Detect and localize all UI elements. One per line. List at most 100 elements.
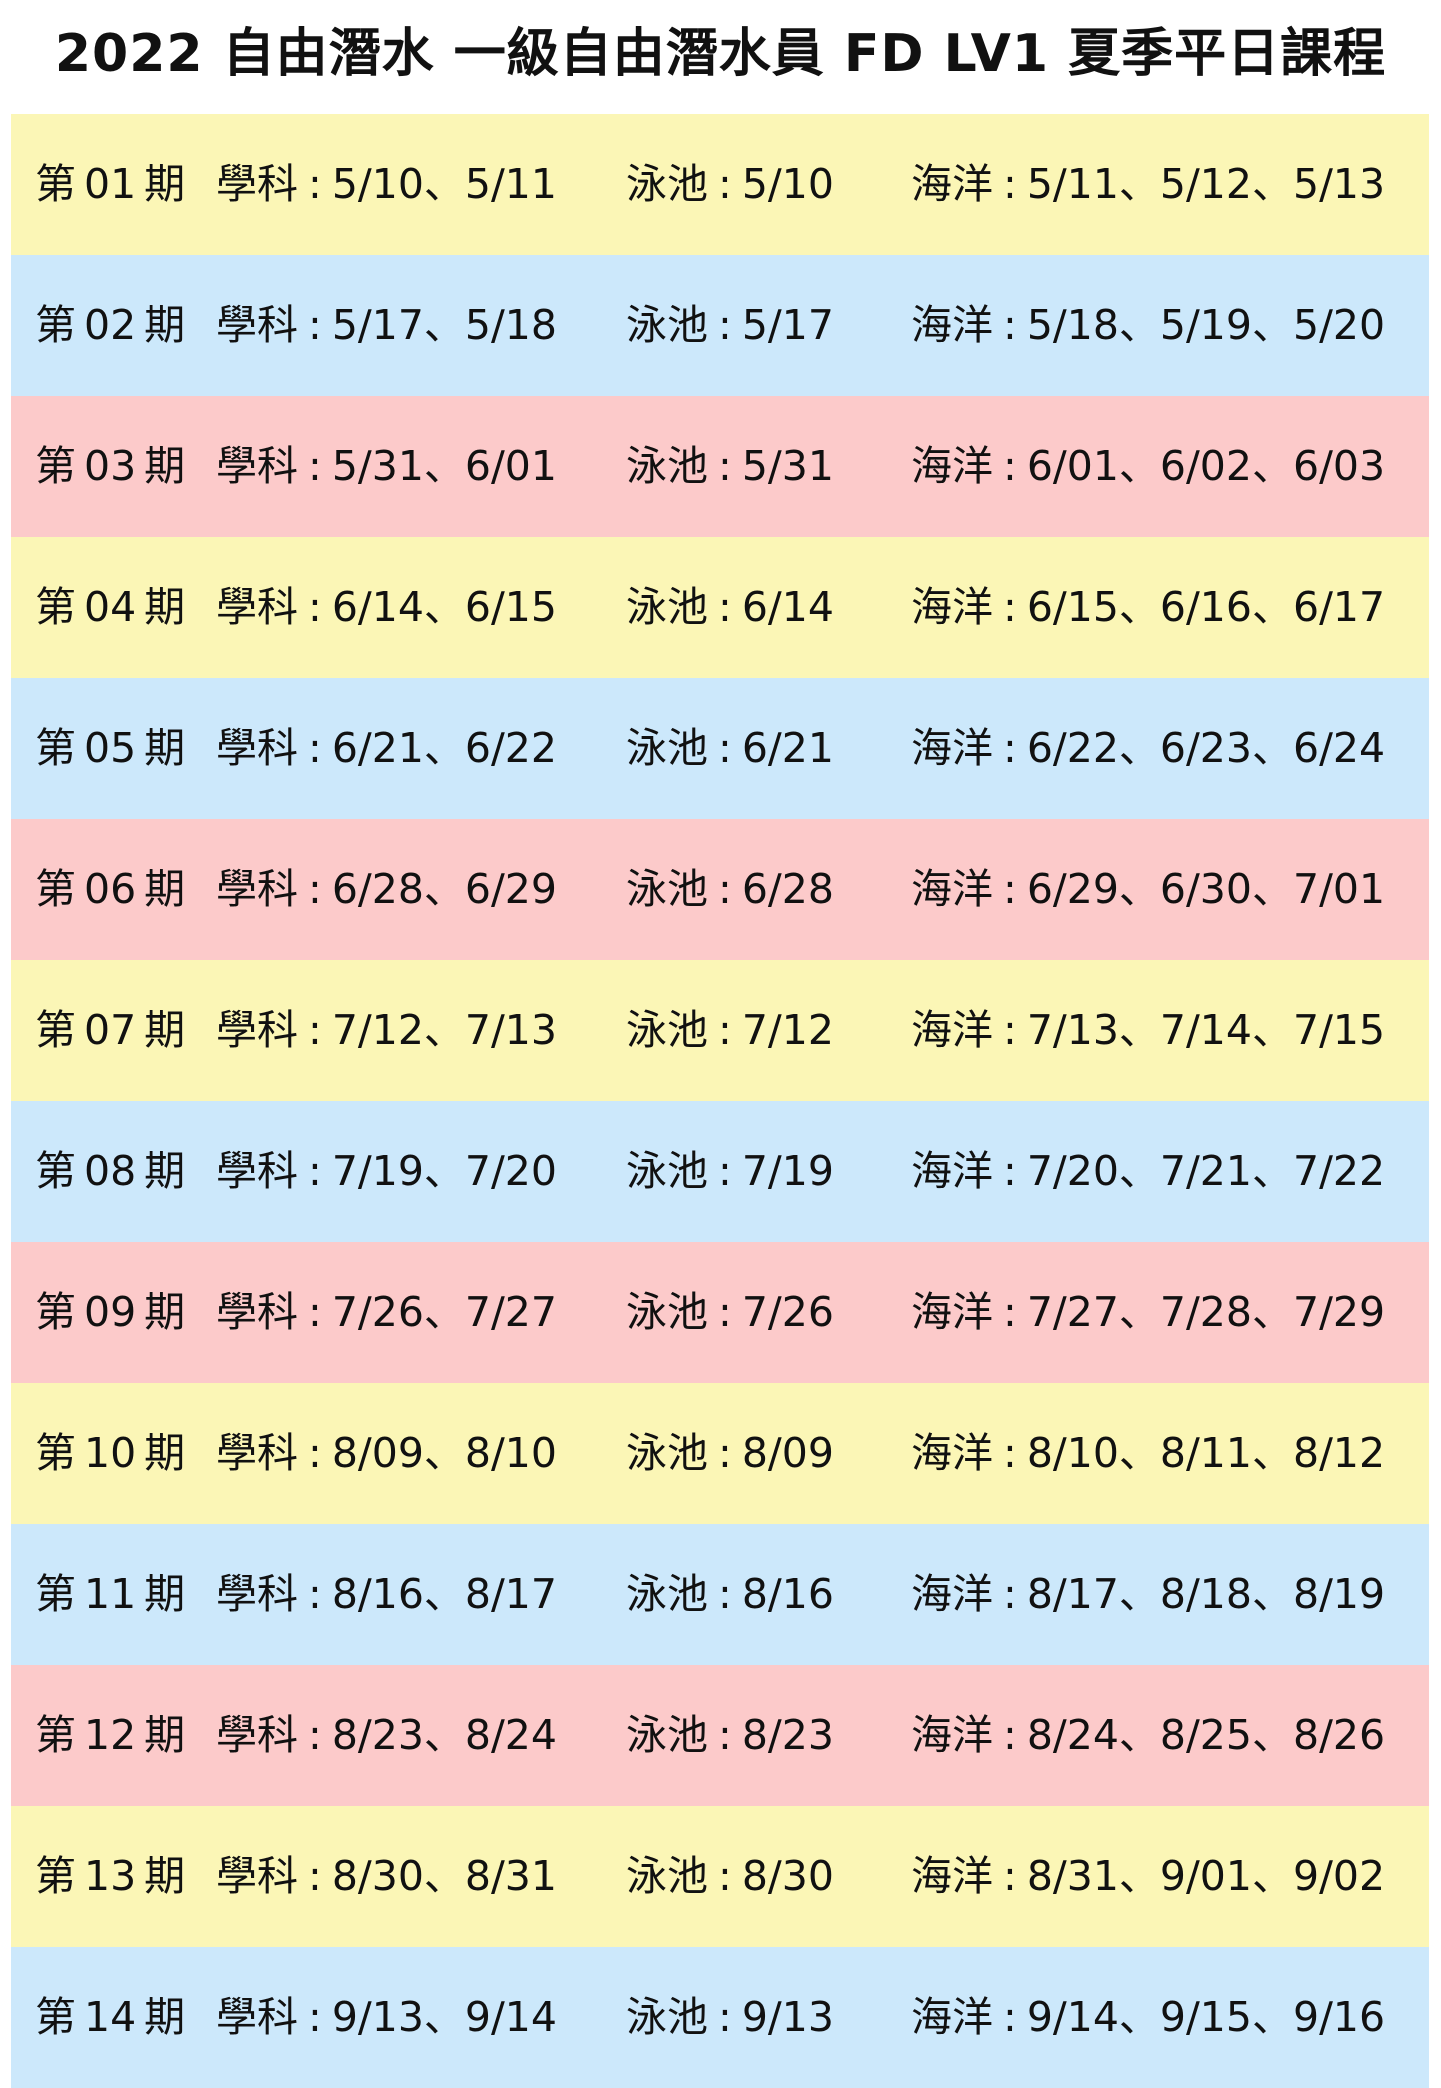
- date-separator: 、: [1251, 1006, 1293, 1054]
- period-cell: 第 14 期: [35, 1947, 185, 2088]
- period-prefix: 第: [35, 1852, 76, 1900]
- date-separator: 、: [423, 1288, 465, 1336]
- ocean-cell: 海洋:6/15、6/16、6/17: [911, 537, 1385, 678]
- period-suffix: 期: [144, 1147, 186, 1195]
- theory-cell: 學科:6/28、6/29: [216, 819, 557, 960]
- period-cell: 第 06 期: [35, 819, 185, 960]
- theory-date: 6/29: [464, 865, 557, 913]
- ocean-date: 7/21: [1159, 1147, 1252, 1195]
- pool-label: 泳池: [626, 160, 708, 208]
- ocean-date: 8/17: [1026, 1570, 1119, 1618]
- pool-date: 8/09: [741, 1429, 834, 1477]
- period-suffix: 期: [144, 1852, 186, 1900]
- ocean-date: 7/13: [1026, 1006, 1119, 1054]
- ocean-cell: 海洋:8/17、8/18、8/19: [911, 1524, 1385, 1665]
- colon: :: [718, 1993, 732, 2041]
- ocean-date: 8/24: [1026, 1711, 1119, 1759]
- pool-label: 泳池: [626, 1288, 708, 1336]
- theory-label: 學科: [216, 1147, 298, 1195]
- ocean-date: 5/12: [1159, 160, 1252, 208]
- ocean-cell: 海洋:7/13、7/14、7/15: [911, 960, 1385, 1101]
- date-separator: 、: [1118, 442, 1160, 490]
- pool-date: 6/21: [741, 724, 834, 772]
- date-separator: 、: [1118, 1711, 1160, 1759]
- ocean-label: 海洋: [911, 583, 993, 631]
- theory-cell: 學科:6/14、6/15: [216, 537, 557, 678]
- pool-date: 7/19: [741, 1147, 834, 1195]
- pool-cell: 泳池:6/28: [626, 819, 834, 960]
- ocean-date: 8/12: [1292, 1429, 1386, 1477]
- ocean-label: 海洋: [911, 1852, 993, 1900]
- pool-label: 泳池: [626, 1711, 708, 1759]
- period-cell: 第 03 期: [35, 396, 185, 537]
- schedule-row: 第 05 期學科:6/21、6/22 泳池:6/21 海洋:6/22、6/23、6/24: [11, 678, 1429, 819]
- pool-label: 泳池: [626, 583, 708, 631]
- period-number: 07: [84, 1006, 137, 1054]
- pool-label: 泳池: [626, 1429, 708, 1477]
- ocean-date: 6/22: [1026, 724, 1119, 772]
- theory-date: 5/11: [464, 160, 557, 208]
- ocean-cell: 海洋:5/11、5/12、5/13: [911, 114, 1385, 255]
- theory-date: 8/31: [464, 1852, 557, 1900]
- date-separator: 、: [1251, 1570, 1293, 1618]
- ocean-date: 6/02: [1159, 442, 1252, 490]
- period-number: 08: [84, 1147, 137, 1195]
- schedule-row: 第 01 期學科:5/10、5/11 泳池:5/10 海洋:5/11、5/12、5/13: [11, 114, 1429, 255]
- ocean-date: 8/25: [1159, 1711, 1252, 1759]
- pool-cell: 泳池:8/09: [626, 1383, 834, 1524]
- date-separator: 、: [1251, 301, 1293, 349]
- theory-date: 9/14: [464, 1993, 557, 2041]
- colon: :: [1003, 583, 1017, 631]
- theory-date: 7/20: [464, 1147, 557, 1195]
- date-separator: 、: [423, 1711, 465, 1759]
- theory-date: 8/17: [464, 1570, 557, 1618]
- pool-cell: 泳池:8/30: [626, 1806, 834, 1947]
- period-cell: 第 13 期: [35, 1806, 185, 1947]
- theory-date: 7/12: [331, 1006, 424, 1054]
- schedule-row: 第 14 期學科:9/13、9/14 泳池:9/13 海洋:9/14、9/15、9/16: [11, 1947, 1429, 2088]
- ocean-date: 5/19: [1159, 301, 1252, 349]
- period-cell: 第 05 期: [35, 678, 185, 819]
- ocean-label: 海洋: [911, 1147, 993, 1195]
- date-separator: 、: [1251, 160, 1293, 208]
- ocean-label: 海洋: [911, 1993, 993, 2041]
- colon: :: [1003, 724, 1017, 772]
- ocean-date: 9/16: [1292, 1993, 1386, 2041]
- theory-date: 6/21: [331, 724, 424, 772]
- ocean-cell: 海洋:8/10、8/11、8/12: [911, 1383, 1385, 1524]
- ocean-date: 5/11: [1026, 160, 1119, 208]
- date-separator: 、: [1118, 1288, 1160, 1336]
- theory-label: 學科: [216, 1006, 298, 1054]
- date-separator: 、: [1251, 1852, 1293, 1900]
- period-cell: 第 11 期: [35, 1524, 185, 1665]
- period-prefix: 第: [35, 1711, 76, 1759]
- ocean-label: 海洋: [911, 1288, 993, 1336]
- date-separator: 、: [1251, 1147, 1293, 1195]
- period-suffix: 期: [144, 1993, 186, 2041]
- pool-label: 泳池: [626, 865, 708, 913]
- period-prefix: 第: [35, 1570, 76, 1618]
- theory-label: 學科: [216, 1852, 298, 1900]
- theory-date: 7/26: [331, 1288, 424, 1336]
- colon: :: [308, 1288, 322, 1336]
- ocean-cell: 海洋:6/29、6/30、7/01: [911, 819, 1385, 960]
- colon: :: [718, 1006, 732, 1054]
- schedule-row: 第 02 期學科:5/17、5/18 泳池:5/17 海洋:5/18、5/19、5/20: [11, 255, 1429, 396]
- period-number: 09: [84, 1288, 137, 1336]
- colon: :: [308, 1993, 322, 2041]
- date-separator: 、: [423, 724, 465, 772]
- ocean-date: 7/14: [1159, 1006, 1252, 1054]
- period-cell: 第 04 期: [35, 537, 185, 678]
- ocean-date: 7/22: [1292, 1147, 1386, 1195]
- colon: :: [308, 301, 322, 349]
- pool-label: 泳池: [626, 1570, 708, 1618]
- ocean-label: 海洋: [911, 1570, 993, 1618]
- pool-cell: 泳池:9/13: [626, 1947, 834, 2088]
- ocean-date: 8/31: [1026, 1852, 1119, 1900]
- ocean-date: 9/01: [1159, 1852, 1252, 1900]
- date-separator: 、: [1251, 442, 1293, 490]
- theory-date: 7/19: [331, 1147, 424, 1195]
- date-separator: 、: [1118, 583, 1160, 631]
- pool-label: 泳池: [626, 1147, 708, 1195]
- ocean-cell: 海洋:8/24、8/25、8/26: [911, 1665, 1385, 1806]
